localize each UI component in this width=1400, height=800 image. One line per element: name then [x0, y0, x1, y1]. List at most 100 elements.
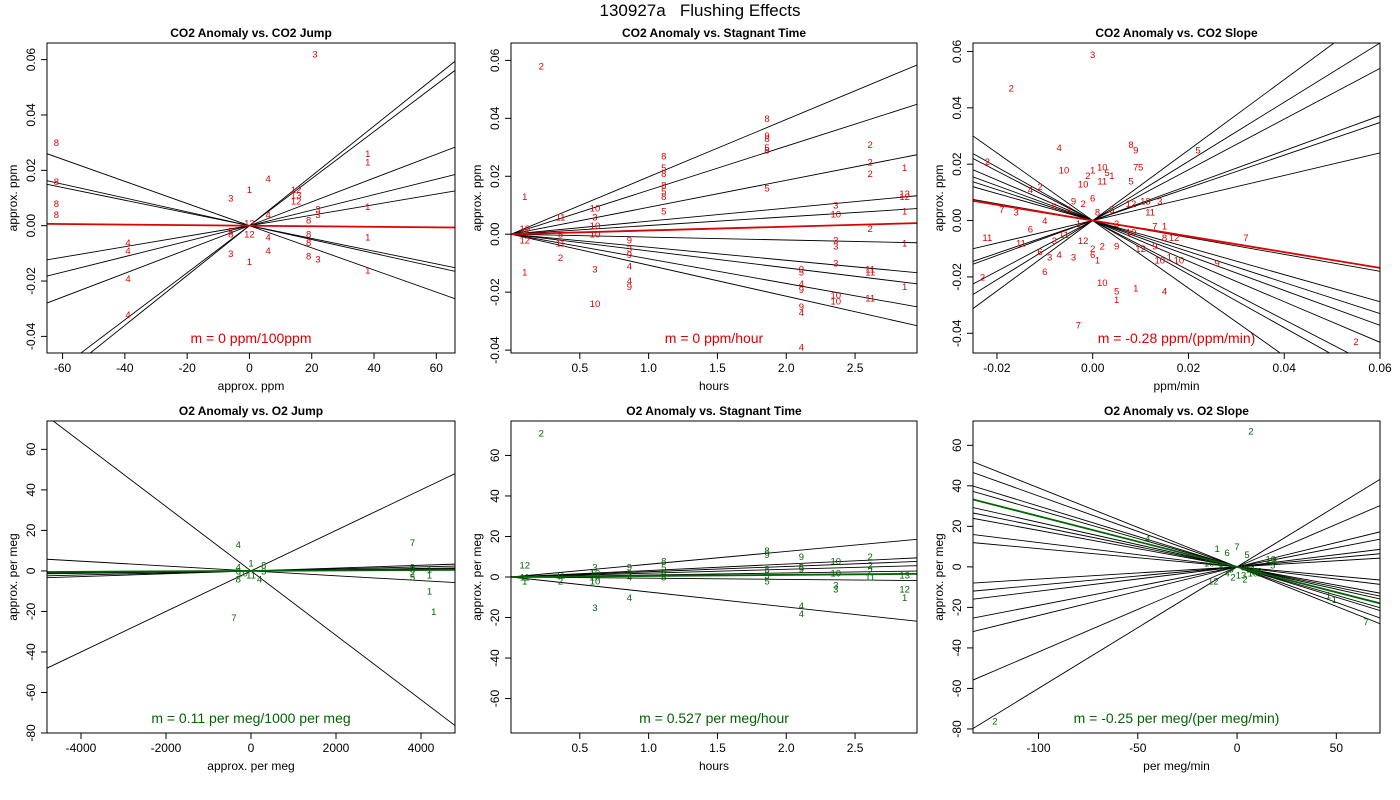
data-point-label: 1 [522, 192, 527, 203]
y-tick-label: 20 [488, 529, 502, 543]
data-point-label: 4 [125, 274, 130, 285]
x-tick-label: 2.5 [847, 361, 864, 375]
data-point-label: 1 [365, 158, 370, 169]
y-axis-label: approx. per meg [6, 533, 20, 620]
data-point-label: 7 [231, 613, 236, 624]
data-point-label: 1 [902, 163, 907, 174]
data-point-label: 4 [1028, 185, 1033, 196]
plot-frame [510, 42, 918, 354]
data-point-label: 3 [1052, 236, 1057, 247]
data-point-label: 1 [365, 265, 370, 276]
data-point-label: 2 [868, 169, 873, 180]
data-point-label: 8 [661, 568, 666, 579]
data-point-label: 5 [764, 143, 769, 154]
plot-title: CO2 Anomaly vs. CO2 Jump [170, 26, 332, 40]
slope-annotation: m = 0 ppm/hour [665, 330, 764, 346]
x-tick-label: 0.02 [1177, 361, 1201, 375]
data-point-label: 13 [1140, 196, 1151, 207]
data-point-label: 1 [1162, 222, 1167, 233]
data-point-label: 8 [1095, 208, 1100, 219]
data-point-label: 10 [1154, 256, 1165, 267]
data-point-label: 8 [764, 146, 769, 157]
data-point-label: 4 [799, 609, 804, 620]
data-point-label: 9 [764, 550, 769, 561]
data-point-label: 12 [899, 585, 910, 596]
data-point-label: 1 [427, 587, 432, 598]
data-point-label: 9 [627, 236, 632, 247]
y-tick-label: -60 [24, 683, 38, 701]
y-tick-label: 0.04 [950, 96, 964, 120]
series-fit-line [511, 576, 917, 622]
series-fit-line [511, 233, 917, 285]
data-point-label: 3 [312, 50, 317, 61]
y-tick-label: 0.00 [24, 214, 38, 238]
data-point-label: 8 [764, 546, 769, 557]
data-point-label: 5 [764, 577, 769, 588]
y-tick-label: 60 [24, 442, 38, 456]
data-point-label: 3 [833, 585, 838, 596]
series-fit-line [973, 43, 1335, 309]
series-fit-line [973, 485, 1380, 612]
data-point-label: 3 [315, 205, 320, 216]
data-point-label: 3 [315, 254, 320, 265]
series-fit-line [973, 135, 1282, 353]
data-point-label: 5 [764, 183, 769, 194]
fit-lines [511, 64, 917, 327]
data-point-label: 8 [236, 575, 241, 586]
series-fit-line [973, 169, 1380, 343]
series-fit-line [973, 152, 1380, 250]
data-point-label: 1 [431, 607, 436, 618]
series-fit-line [973, 557, 1380, 584]
data-point-label: 4 [125, 246, 130, 257]
data-point-label: 7 [1133, 163, 1138, 174]
data-point-label: 6 [1090, 250, 1095, 261]
y-axis-label: approx. per meg [470, 533, 484, 620]
data-point-label: 3 [627, 244, 632, 255]
overall-fit-line [47, 568, 455, 573]
data-point-label: 1 [1332, 595, 1337, 606]
data-point-label: 13 [244, 218, 255, 229]
data-point-label: 10 [1097, 163, 1108, 174]
series-fit-line [973, 542, 1380, 581]
series-fit-line [973, 461, 1380, 625]
x-tick-label: -40 [116, 361, 134, 375]
data-point-label: 8 [54, 210, 59, 221]
y-tick-label: 0.02 [950, 152, 964, 176]
y-tick-label: 60 [950, 438, 964, 452]
y-tick-label: 20 [24, 523, 38, 537]
y-axis-label: approx. ppm [6, 165, 20, 232]
data-point-label: 10 [1248, 568, 1259, 579]
data-point-label: 10 [1266, 554, 1277, 565]
data-point-label: 3 [410, 564, 415, 575]
data-point-label: 2 [868, 140, 873, 151]
data-point-label: 8 [1162, 233, 1167, 244]
data-point-label: 1 [1076, 219, 1081, 230]
series-fit-line [973, 186, 1380, 303]
data-point-label: 5 [661, 163, 666, 174]
y-tick-label: 0.02 [24, 158, 38, 182]
x-tick-label: 20 [305, 361, 319, 375]
data-point-label: 10 [590, 204, 601, 215]
data-point-label: 11 [865, 293, 875, 304]
series-fit-line [511, 103, 917, 235]
y-tick-label: -0.04 [950, 319, 964, 347]
series-fit-line [973, 478, 1380, 729]
data-point-label: 3 [833, 236, 838, 247]
data-point-label: 10 [831, 209, 842, 220]
data-point-label: 11 [520, 227, 530, 238]
series-fit-line [973, 531, 1380, 632]
y-axis-label: approx. ppm [932, 165, 946, 232]
data-point-label: 3 [833, 259, 838, 270]
data-point-label: 2 [992, 716, 997, 727]
x-tick-label: 40 [367, 361, 381, 375]
plot-frame [46, 42, 456, 354]
data-point-label: 10 [1059, 165, 1070, 176]
data-point-label: 5 [764, 570, 769, 581]
x-tick-label: 2.5 [847, 741, 864, 755]
data-point-label: 2 [1080, 199, 1085, 210]
x-axis-label: approx. per meg [207, 759, 294, 773]
data-point-label: 3 [228, 194, 233, 205]
data-point-label: 10 [590, 568, 601, 579]
